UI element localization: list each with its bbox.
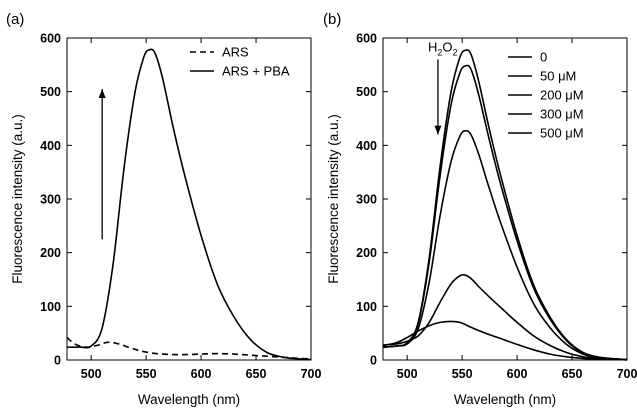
panel-a-plot-frame bbox=[66, 37, 312, 361]
panel-a-ytick-label: 100 bbox=[40, 300, 61, 314]
panel-b-xtick-label: 650 bbox=[562, 367, 583, 381]
panel-a-ytick-label: 200 bbox=[40, 246, 61, 260]
panel-b-legend-label-1: 50 μM bbox=[540, 69, 576, 84]
panel-a-series-line-1 bbox=[66, 48, 312, 361]
panel-b-ytick-label: 500 bbox=[356, 85, 377, 99]
panel-b-ytick-label: 300 bbox=[356, 193, 377, 207]
panel-b-series-line-0 bbox=[382, 49, 628, 361]
panel-b-legend-label-0: 0 bbox=[540, 50, 547, 65]
panel-b-ytick-label: 600 bbox=[356, 32, 377, 46]
panel-a-arrow-head bbox=[98, 88, 106, 98]
panel-a-series bbox=[66, 48, 312, 361]
panel-b-xlabel: Wavelength (nm) bbox=[454, 392, 556, 407]
panel-b-ylabel: Fluorescence intensity (a.u.) bbox=[326, 114, 341, 284]
panel-b-legend-label-4: 500 μM bbox=[540, 126, 584, 141]
panel-b-legend-label-2: 200 μM bbox=[540, 88, 584, 103]
panel-a-xtick-label: 700 bbox=[301, 367, 322, 381]
panel-a-ylabel: Fluorescence intensity (a.u.) bbox=[10, 114, 25, 284]
panel-a-legend: ARS ARS + PBA bbox=[190, 45, 290, 79]
panel-a-xtick-label: 650 bbox=[246, 367, 267, 381]
panel-a-label: (a) bbox=[6, 11, 24, 28]
panel-a-legend-label-1: ARS + PBA bbox=[222, 64, 290, 79]
panel-b-xtick-label: 550 bbox=[452, 367, 473, 381]
panel-b-series-line-4 bbox=[382, 320, 628, 361]
panel-b-xtick-label: 500 bbox=[397, 367, 418, 381]
panel-b-series-line-3 bbox=[382, 273, 628, 361]
panel-b-ytick-label: 100 bbox=[356, 300, 377, 314]
panel-b-annotation-label: H2O2 bbox=[428, 39, 458, 57]
panel-a-ticks: 500 550 600 650 700 0 100 200 300 400 500 600 bbox=[40, 32, 321, 382]
panel-a-xtick-label: 550 bbox=[136, 367, 157, 381]
panel-a-legend-label-0: ARS bbox=[222, 45, 249, 60]
panel-b-series bbox=[382, 49, 628, 361]
panel-b-arrow-head bbox=[434, 125, 442, 135]
panel-b-ticks: 500 550 600 650 700 0 100 200 300 400 500 600 bbox=[356, 32, 637, 382]
panel-b-legend-label-3: 300 μM bbox=[540, 107, 584, 122]
panel-b-label: (b) bbox=[323, 11, 341, 28]
panel-a-xlabel: Wavelength (nm) bbox=[138, 392, 240, 407]
panel-a-ytick-label: 400 bbox=[40, 139, 61, 153]
panel-b-xtick-label: 600 bbox=[507, 367, 528, 381]
panel-b-series-line-1 bbox=[382, 64, 628, 361]
panel-a-xtick-label: 500 bbox=[81, 367, 102, 381]
panel-b: (b) 500 550 600 650 700 0 100 200 300 400 500 600 0… bbox=[323, 11, 637, 407]
panel-b-series-line-2 bbox=[382, 129, 628, 361]
panel-a-ytick-label: 0 bbox=[54, 354, 61, 368]
panel-a-series-line-0 bbox=[66, 336, 312, 360]
panel-b-xtick-label: 700 bbox=[617, 367, 637, 381]
panel-a: (a) 500 550 600 650 700 0 100 200 300 400 500 600 A… bbox=[6, 11, 321, 407]
panel-a-ytick-label: 500 bbox=[40, 85, 61, 99]
panel-a-ytick-label: 600 bbox=[40, 32, 61, 46]
panel-b-ytick-label: 400 bbox=[356, 139, 377, 153]
panel-b-legend: 0 50 μM 200 μM 300 μM 500 μM bbox=[508, 50, 584, 141]
panel-a-ytick-label: 300 bbox=[40, 193, 61, 207]
panel-a-annotation bbox=[98, 88, 106, 240]
panel-b-ytick-label: 200 bbox=[356, 246, 377, 260]
panel-a-xtick-label: 600 bbox=[191, 367, 212, 381]
panel-b-annotation: H2O2 bbox=[428, 39, 458, 135]
panel-b-ytick-label: 0 bbox=[370, 354, 377, 368]
